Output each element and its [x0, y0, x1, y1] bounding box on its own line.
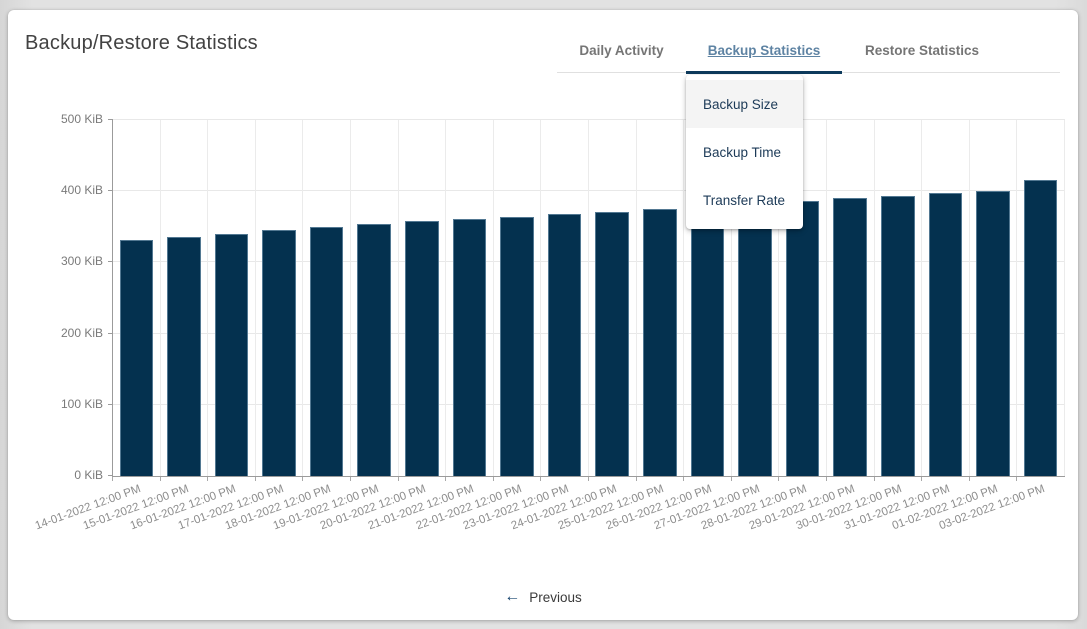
- bar-18-01-2022[interactable]: [309, 226, 344, 476]
- backup-statistics-dropdown-menu: Backup Size Backup Time Transfer Rate: [686, 75, 803, 229]
- gridline-300: 300 KiB: [61, 254, 1065, 268]
- bar-26-01-2022[interactable]: [690, 206, 725, 476]
- chart-cells: 14-01-2022 12:00 PM 15-01-2022 12:00 PM 16…: [34, 120, 1065, 532]
- y-axis-tick-label: 400 KiB: [60, 183, 103, 198]
- bar-19-01-2022[interactable]: [357, 223, 392, 476]
- page-title: Backup/Restore Statistics: [25, 32, 258, 54]
- gridline-100: 100 KiB: [61, 397, 1065, 411]
- y-axis-tick-label: 0 KiB: [74, 468, 103, 482]
- menu-item-transfer-rate[interactable]: Transfer Rate: [703, 192, 786, 208]
- arrow-left-icon: ←: [504, 588, 521, 605]
- bar-22-01-2022[interactable]: [500, 216, 534, 476]
- chart-cell: 14-01-2022 12:00 PM: [34, 120, 160, 532]
- bar-23-01-2022[interactable]: [547, 213, 582, 476]
- gridline-400: 400 KiB: [61, 183, 1065, 197]
- bar-17-01-2022[interactable]: [262, 229, 296, 476]
- bar-24-01-2022[interactable]: [595, 211, 629, 476]
- bar-15-01-2022[interactable]: [167, 236, 201, 476]
- chart-cell: 17-01-2022 12:00 PM: [176, 120, 303, 532]
- bar-16-01-2022[interactable]: [214, 233, 249, 476]
- chart-cell: 23-01-2022 12:00 PM: [462, 120, 588, 532]
- statistics-card: Backup/Restore Statistics Daily Activity…: [8, 10, 1078, 620]
- bar-31-01-2022[interactable]: [928, 193, 963, 476]
- chart-cell: 24-01-2022 12:00 PM: [510, 120, 636, 532]
- chart-cell: 19-01-2022 12:00 PM: [272, 120, 398, 532]
- bar-20-01-2022[interactable]: [405, 221, 439, 476]
- chart-cell: 20-01-2022 12:00 PM: [319, 120, 446, 532]
- tab-restore-statistics[interactable]: Restore Statistics: [864, 42, 980, 58]
- chart-cell: 22-01-2022 12:00 PM: [414, 120, 541, 532]
- tab-daily-activity[interactable]: Daily Activity: [579, 42, 664, 58]
- menu-item-backup-time[interactable]: Backup Time: [703, 144, 782, 160]
- bar-01-02-2022[interactable]: [976, 191, 1010, 476]
- bar-28-01-2022[interactable]: [785, 201, 820, 476]
- y-axis-tick-label: 500 KiB: [60, 112, 103, 126]
- chart-cell: 29-01-2022 12:00 PM: [748, 120, 874, 532]
- bar-21-01-2022[interactable]: [452, 218, 487, 476]
- chart-cell: 15-01-2022 12:00 PM: [81, 120, 208, 532]
- bar-14-01-2022[interactable]: [119, 239, 154, 476]
- backup-size-bar-chart: 0 KiB 100 KiB 200 KiB 300 KiB 400 KiB 500 KiB…: [34, 112, 1065, 532]
- bar-27-01-2022[interactable]: [738, 204, 772, 476]
- chart-cell: 03-02-2022 12:00 PM: [938, 120, 1065, 532]
- tab-bar: Daily Activity Backup Statistics Restore…: [557, 27, 1060, 74]
- menu-item-backup-size[interactable]: Backup Size: [686, 80, 803, 128]
- bar-03-02-2022[interactable]: [1023, 179, 1058, 476]
- bar-25-01-2022[interactable]: [643, 209, 677, 476]
- bar-29-01-2022[interactable]: [833, 198, 867, 476]
- chart-cell: 16-01-2022 12:00 PM: [129, 120, 255, 532]
- bar-30-01-2022[interactable]: [881, 196, 915, 476]
- previous-page-button[interactable]: ← Previous: [8, 584, 1078, 610]
- chart-cell: 25-01-2022 12:00 PM: [557, 120, 684, 532]
- tab-backup-statistics[interactable]: Backup Statistics: [686, 27, 842, 74]
- chart-cell: 21-01-2022 12:00 PM: [367, 120, 493, 532]
- chart-cell: 18-01-2022 12:00 PM: [224, 120, 350, 532]
- y-axis-tick-label: 200 KiB: [60, 325, 103, 340]
- chart-cell: 01-02-2022 12:00 PM: [890, 120, 1017, 532]
- chart-cell: 31-01-2022 12:00 PM: [843, 120, 969, 532]
- previous-label: Previous: [529, 589, 582, 605]
- gridline-500: 500 KiB: [61, 112, 1065, 126]
- y-axis-tick-label: 100 KiB: [60, 396, 103, 411]
- chart-cell: 27-01-2022 12:00 PM: [652, 120, 779, 532]
- chart-cell: 30-01-2022 12:00 PM: [795, 120, 922, 532]
- chart-cell: 28-01-2022 12:00 PM: [700, 120, 826, 532]
- y-axis-tick-label: 300 KiB: [60, 254, 103, 269]
- gridline-200: 200 KiB: [61, 326, 1065, 340]
- gridline-0: 0 KiB: [74, 468, 1065, 482]
